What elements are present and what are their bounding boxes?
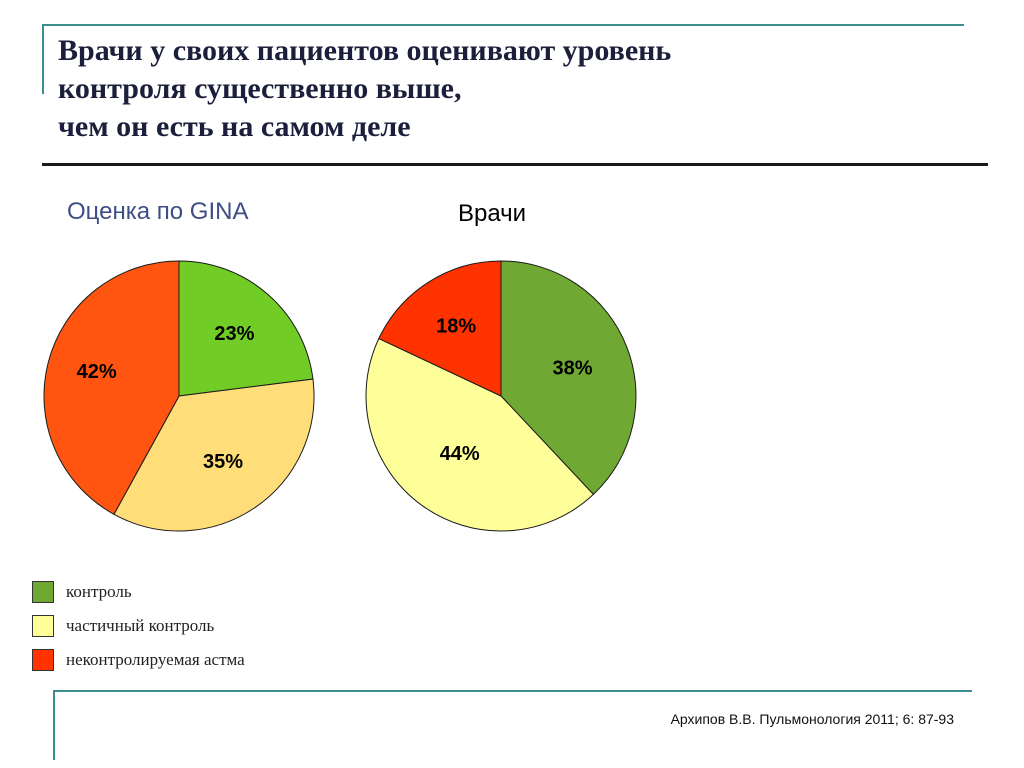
pie-label-control: 38% (552, 358, 592, 380)
pie-slice-control (178, 260, 314, 397)
legend-label-control: контроль (66, 582, 132, 601)
footer-line (53, 690, 972, 692)
pie-slice-uncontrolled (43, 260, 180, 515)
pie-label-control: 23% (214, 323, 254, 345)
citation: Архипов В.В. Пульмонология 2011; 6: 87-9… (670, 711, 954, 727)
slide-title-line-3: чем он есть на самом деле (58, 110, 411, 143)
legend-swatch-partial-control (32, 615, 54, 637)
pie-slice-partial-control (365, 337, 595, 532)
slide-title-line-2: контроля существенно выше, (58, 72, 462, 105)
legend-swatch-control (32, 581, 54, 603)
title-underline (42, 163, 988, 166)
pie-slice-control (500, 260, 637, 496)
pie-label-partial-control: 35% (203, 451, 243, 473)
pie-chart-doctors: 38% 44% 18% (365, 260, 637, 532)
pie-label-uncontrolled: 42% (77, 361, 117, 383)
legend-label-partial-control: частичный контроль (66, 616, 215, 635)
legend-item-partial-control: частичный контроль (32, 609, 245, 643)
pie-chart-gina: 23% 35% 42% (43, 260, 315, 532)
footer-left-line (53, 690, 55, 760)
legend-item-control: контроль (32, 575, 245, 609)
legend-label-uncontrolled: неконтролируемая астма (66, 650, 245, 669)
pie-label-partial-control: 44% (440, 443, 480, 465)
pie-slice-partial-control (113, 378, 315, 532)
pie-slice-uncontrolled (378, 260, 502, 397)
slide-title: Врачи у своих пациентов оценивают уровен… (58, 32, 978, 146)
legend-item-uncontrolled: неконтролируемая астма (32, 643, 245, 677)
title-frame-top-line (42, 24, 964, 26)
pie-label-uncontrolled: 18% (436, 315, 476, 337)
chart-title-doctors: Врачи (458, 200, 527, 227)
legend-swatch-uncontrolled (32, 649, 54, 671)
chart-title-gina: Оценка по GINA (67, 198, 249, 225)
slide-title-line-1: Врачи у своих пациентов оценивают уровен… (58, 34, 672, 67)
title-frame-left-line (42, 24, 44, 94)
legend: контроль частичный контроль неконтролиру… (32, 575, 245, 677)
